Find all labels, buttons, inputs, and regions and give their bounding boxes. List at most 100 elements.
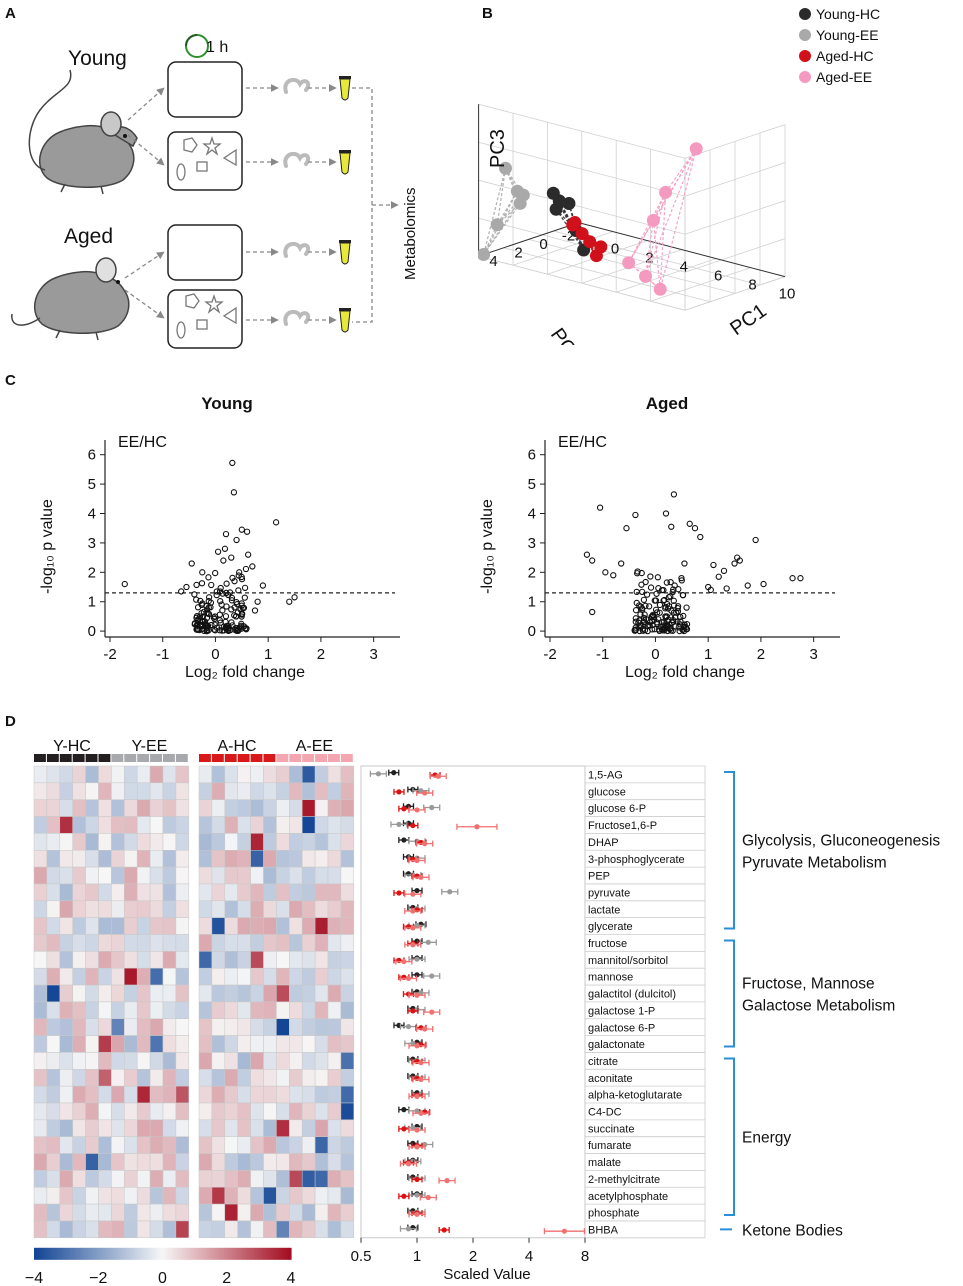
heatmap-cell <box>301 1187 316 1205</box>
pca-legend-label: Aged-EE <box>816 69 872 85</box>
volcano-point <box>188 560 195 567</box>
pca-x-tick: 10 <box>779 286 796 303</box>
heatmap-cell <box>237 1085 251 1104</box>
volcano-point <box>731 560 738 567</box>
heatmap-cell <box>314 951 329 969</box>
heatmap-cell <box>250 1069 264 1087</box>
heatmap-cell <box>162 782 177 800</box>
heatmap-cell <box>72 1085 86 1104</box>
pca-y-tick: 0 <box>539 236 547 253</box>
volcano-point <box>178 588 185 595</box>
heatmap-cell <box>124 1035 138 1053</box>
heatmap-cell <box>85 951 99 969</box>
heatmap-cell <box>59 799 73 817</box>
volcano-point <box>681 560 688 567</box>
dot-point <box>410 1008 416 1014</box>
heatmap-cell <box>276 1119 290 1137</box>
heatmap-cell <box>276 866 290 885</box>
heatmap-cell <box>149 799 164 817</box>
group-bar-segment <box>276 754 289 762</box>
heatmap-cell <box>198 1018 213 1036</box>
colorbar-segment <box>75 1247 79 1260</box>
heatmap-cell <box>276 833 290 851</box>
heatmap-cell <box>263 951 277 969</box>
volcano-point <box>680 612 687 620</box>
dot-point <box>422 790 428 796</box>
volcano-point <box>212 569 219 577</box>
dot-point <box>414 1108 420 1114</box>
dot-point <box>401 837 407 843</box>
heatmap-cell <box>314 850 329 868</box>
pca-legend-marker <box>799 71 811 83</box>
heatmap-cell <box>72 799 86 817</box>
heatmap-cell <box>33 799 48 817</box>
volcano-point <box>652 597 660 604</box>
heatmap-cell <box>136 917 151 935</box>
heatmap-cell <box>175 1052 190 1070</box>
volcano-point <box>199 569 206 576</box>
dot-point <box>410 1125 416 1131</box>
heatmap-cell <box>263 816 277 834</box>
heatmap-cell <box>175 951 190 969</box>
heatmap-cell <box>314 1052 329 1070</box>
heatmap-cell <box>136 833 151 851</box>
dot-point <box>418 1076 424 1083</box>
heatmap-cell <box>149 1069 164 1087</box>
pca-axis-line <box>478 222 579 257</box>
heatmap-cell <box>98 1001 112 1019</box>
group-bar-segment <box>237 754 250 762</box>
heatmap-cell <box>149 1220 164 1239</box>
volcano-point <box>193 626 200 633</box>
heatmap-cell <box>276 816 290 834</box>
heatmap-cell <box>72 833 86 851</box>
heatmap-cell <box>289 1220 303 1239</box>
heatmap-cell <box>289 917 303 935</box>
colorbar-segment <box>54 1247 58 1260</box>
object-shapes-icon <box>167 131 243 191</box>
heatmap-cell <box>198 1069 213 1087</box>
heatmap-cell <box>224 782 238 800</box>
colorbar-segment <box>247 1247 251 1260</box>
heatmap-cell <box>327 1153 342 1171</box>
heatmap-cell <box>111 1136 125 1154</box>
dot-point <box>429 973 435 979</box>
heatmap-cell <box>289 816 303 834</box>
group-bar-segment <box>263 754 276 762</box>
heatmap-cell <box>136 1170 151 1188</box>
heatmap-cell <box>263 900 277 918</box>
heatmap-cell <box>98 1018 112 1036</box>
heatmap-cell <box>72 1102 86 1121</box>
pca-connector-line <box>555 208 585 251</box>
pca-connector-line <box>652 220 661 290</box>
heatmap-cell <box>33 782 48 800</box>
heatmap-cell <box>301 883 316 902</box>
colorbar-segment <box>198 1247 202 1260</box>
pca-point <box>659 185 673 199</box>
heatmap-cell <box>224 883 238 902</box>
colorbar-segment <box>172 1247 176 1260</box>
dot-point <box>391 770 397 776</box>
volcano-point <box>242 565 250 573</box>
volcano-point <box>642 578 649 586</box>
scaled-tick: 1 <box>413 1248 421 1265</box>
heatmap-cell <box>327 883 342 902</box>
heatmap-cell <box>33 917 48 935</box>
heatmap-cell <box>198 799 213 817</box>
heatmap-cell <box>289 984 303 1003</box>
heatmap-cell <box>85 1119 99 1137</box>
heatmap-cell <box>72 967 86 986</box>
volcano-point <box>207 599 215 606</box>
metabolite-label: fructose <box>588 938 627 950</box>
heatmap-cell <box>327 917 342 935</box>
heatmap-cell <box>211 1170 226 1188</box>
heatmap-cell <box>237 799 251 817</box>
heatmap-cell <box>111 1187 125 1205</box>
heatmap-cell <box>250 1102 264 1121</box>
colorbar-segment <box>170 1247 174 1260</box>
colorbar-segment <box>152 1247 156 1260</box>
heatmap-cell <box>46 1001 61 1019</box>
heatmap-cell <box>263 1136 277 1154</box>
group-bar-segment <box>150 754 162 762</box>
heatmap-cell <box>263 799 277 817</box>
heatmap-cell <box>224 799 238 817</box>
